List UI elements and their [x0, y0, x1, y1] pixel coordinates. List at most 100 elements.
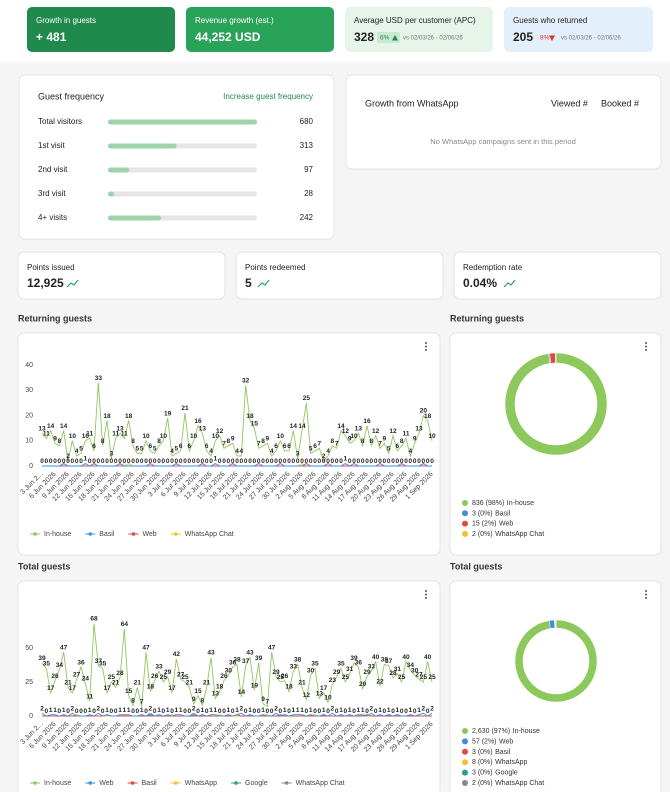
data-label: 21 [203, 680, 211, 687]
data-label: 0 [97, 458, 101, 465]
data-label: 0 [92, 458, 96, 465]
data-label: 0 [344, 708, 348, 715]
data-label: 3 [110, 451, 114, 458]
data-label: 5 [175, 446, 179, 453]
data-label: 0 [170, 708, 174, 715]
data-label: 0 [58, 458, 62, 465]
kpi-label: Revenue growth (est.) [195, 16, 274, 25]
chart-card [449, 580, 662, 792]
section-title: Total guests [18, 561, 70, 571]
data-label: 1 [348, 707, 352, 714]
kpi-card [504, 7, 653, 52]
data-label: 0 [192, 458, 196, 465]
data-label: 5 [309, 446, 313, 453]
data-label: 1 [309, 707, 313, 714]
data-label: 1 [105, 707, 109, 714]
data-label: 33 [290, 663, 298, 670]
data-label: 1 [300, 707, 304, 714]
data-label: 8 [361, 438, 365, 445]
menu-button[interactable] [645, 342, 647, 351]
data-label: 34 [407, 662, 415, 669]
whatsapp-card [345, 74, 662, 170]
data-label: 0 [309, 458, 313, 465]
data-label: 0 [110, 708, 114, 715]
data-label: 16 [363, 418, 371, 425]
data-label: 0 [71, 458, 75, 465]
legend-value: 3 (0%) [472, 510, 493, 517]
data-label: 32 [242, 377, 250, 384]
data-label: 1 [357, 707, 361, 714]
data-label: 12 [342, 428, 350, 435]
data-label: 25 [428, 674, 436, 681]
legend-label: WhatsApp Chat [296, 780, 345, 787]
data-label: 0 [361, 458, 365, 465]
data-label: 15 [125, 688, 133, 695]
data-label: 6 [179, 443, 183, 450]
data-label: 12 [303, 692, 311, 699]
menu-button[interactable] [425, 590, 427, 599]
data-label: 0 [153, 708, 157, 715]
menu-button[interactable] [425, 342, 427, 351]
legend-dot [33, 781, 37, 785]
data-label: 19 [164, 410, 172, 417]
data-label: 39 [255, 655, 263, 662]
data-label: 0 [188, 458, 192, 465]
data-label: 1 [339, 707, 343, 714]
legend-name: In-house [513, 728, 540, 735]
points-label: Points redeemed [245, 263, 305, 272]
data-label: 16 [194, 418, 202, 425]
data-label: 0 [335, 458, 339, 465]
data-label: 10 [212, 433, 220, 440]
legend-name: Web [499, 520, 513, 527]
data-label: 1 [209, 707, 213, 714]
data-label: 25 [342, 674, 350, 681]
data-label: 0 [339, 458, 343, 465]
data-label: 21 [112, 680, 120, 687]
data-label: 15 [194, 688, 202, 695]
data-label: 15 [251, 420, 259, 427]
data-label: 0 [240, 458, 244, 465]
data-label: 9 [231, 436, 235, 443]
data-label: 7 [140, 699, 144, 706]
data-label: 2 [97, 705, 101, 712]
data-label: 21 [64, 680, 72, 687]
data-label: 0 [244, 458, 248, 465]
link[interactable]: Increase guest frequency [223, 92, 313, 101]
data-label: 39 [350, 655, 358, 662]
data-label: 64 [121, 621, 129, 628]
data-label: 12 [389, 428, 397, 435]
data-label: 29 [164, 669, 172, 676]
legend-value: 15 (2%) [472, 520, 497, 527]
data-label: 18 [103, 413, 111, 420]
data-label: 25 [303, 395, 311, 402]
data-label: 1 [296, 707, 300, 714]
menu-button[interactable] [645, 590, 647, 599]
data-label: 20 [359, 681, 367, 688]
legend-value: 3 (0%) [472, 749, 493, 756]
data-label: 0 [374, 458, 378, 465]
data-label: 0 [218, 458, 222, 465]
data-label: 8 [261, 438, 265, 445]
y-tick-label: 10 [25, 438, 33, 445]
data-label: 17 [168, 685, 176, 692]
data-label: 40 [372, 654, 380, 661]
data-label: 0 [261, 458, 265, 465]
up-arrow [392, 35, 398, 41]
change-value: 8% [540, 35, 550, 42]
data-label: 4 [326, 448, 330, 455]
data-label: 1 [123, 707, 127, 714]
data-label: 0 [49, 458, 53, 465]
data-label: 7 [266, 699, 270, 706]
data-label: 3 [296, 451, 300, 458]
data-label: 0 [318, 458, 322, 465]
data-label: 0 [374, 708, 378, 715]
data-label: 36 [355, 659, 363, 666]
bar [108, 143, 177, 149]
data-label: 2 [422, 705, 426, 712]
data-label: 1 [62, 707, 66, 714]
row-value: 313 [300, 141, 314, 150]
data-label: 5 [136, 446, 140, 453]
data-label: 0 [244, 708, 248, 715]
data-label: 2 [370, 705, 374, 712]
legend-value: 2 (0%) [472, 531, 493, 538]
